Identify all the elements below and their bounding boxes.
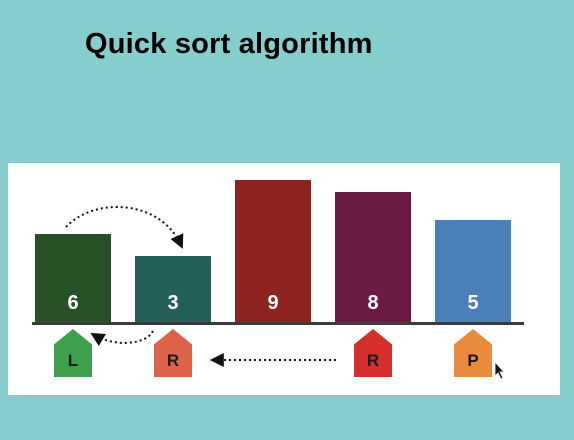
mouse-pointer-icon xyxy=(494,360,505,380)
bar-value: 5 xyxy=(467,292,479,314)
bar-value: 6 xyxy=(67,292,79,314)
bar-value: 8 xyxy=(367,292,379,314)
marker-label: R xyxy=(366,351,380,370)
marker-label: L xyxy=(67,351,79,370)
diagram-title: Quick sort algorithm xyxy=(85,28,373,60)
bar-8: 8 xyxy=(335,192,411,323)
bar-value: 9 xyxy=(267,292,279,314)
bar-value: 3 xyxy=(167,292,179,314)
bar-3: 3 xyxy=(135,256,211,323)
diagram-panel: 6 3 9 8 5 L R R P xyxy=(8,163,560,395)
bar-6: 6 xyxy=(35,234,111,323)
bar-9: 9 xyxy=(235,180,311,323)
swap-arrow-top-icon xyxy=(65,206,184,249)
marker-label: R xyxy=(166,351,180,370)
bar-area: 6 3 9 8 5 xyxy=(8,163,560,323)
marker-label: P xyxy=(467,351,479,370)
baseline xyxy=(32,322,524,325)
swap-arrow-bottom-icon xyxy=(90,330,154,347)
arrows-layer xyxy=(65,206,505,380)
bar-5: 5 xyxy=(435,220,511,323)
